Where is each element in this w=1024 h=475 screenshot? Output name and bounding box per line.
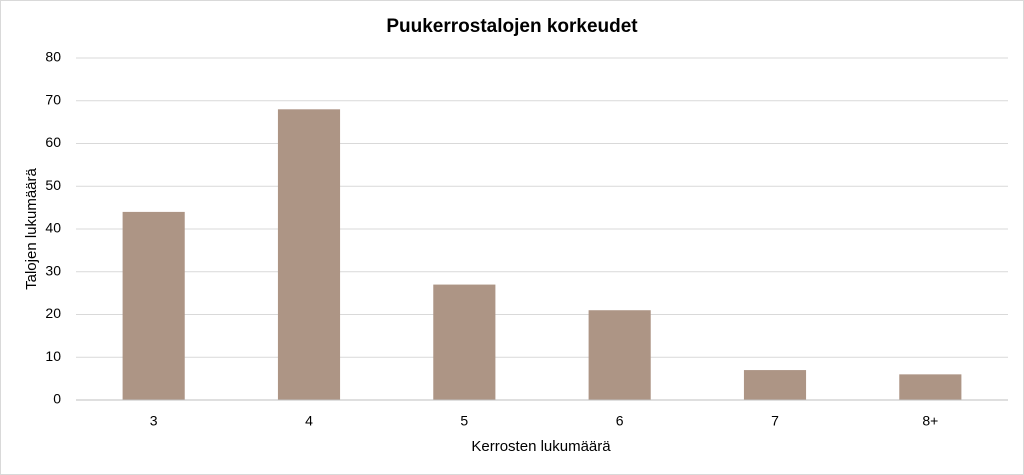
chart-title: Puukerrostalojen korkeudet [386, 16, 638, 37]
y-tick-label: 0 [53, 391, 61, 407]
y-tick-label: 40 [45, 220, 61, 236]
y-tick-label: 30 [45, 262, 61, 278]
y-tick-label: 60 [45, 134, 61, 150]
y-tick-label: 50 [45, 177, 61, 193]
bar [899, 374, 962, 400]
bar [588, 310, 651, 400]
x-tick-label: 3 [150, 413, 158, 429]
bar [433, 284, 496, 400]
y-axis-label: Talojen lukumäärä [23, 167, 40, 289]
y-tick-label: 80 [45, 49, 61, 65]
x-tick-label: 4 [305, 413, 313, 429]
x-axis-label: Kerrosten lukumäärä [471, 438, 611, 455]
y-tick-label: 70 [45, 91, 61, 107]
bar [743, 370, 807, 400]
x-tick-label: 8+ [922, 413, 938, 429]
bar [122, 211, 185, 400]
bar [277, 109, 341, 401]
y-tick-label: 10 [45, 348, 61, 364]
x-tick-label: 6 [616, 413, 624, 429]
x-tick-label: 5 [460, 413, 468, 429]
x-tick-label: 7 [771, 413, 779, 429]
y-tick-label: 20 [45, 305, 61, 321]
